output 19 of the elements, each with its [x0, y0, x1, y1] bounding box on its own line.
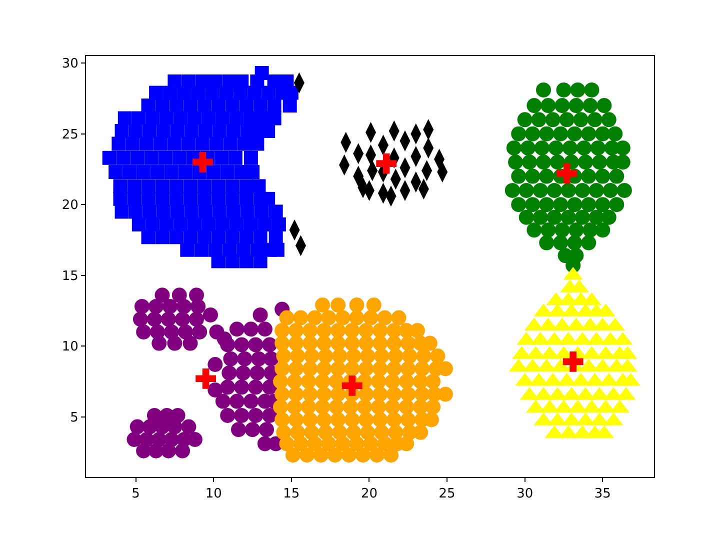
y-tick-label: 30: [62, 56, 78, 72]
point: [376, 153, 397, 174]
x-tick-label: 30: [516, 486, 534, 502]
x-tick-label: 10: [205, 486, 222, 502]
y-tick-label: 25: [62, 127, 78, 142]
x-tick-label: 5: [132, 486, 140, 502]
y-tick-label: 10: [62, 340, 78, 355]
y-tick-label: 15: [62, 268, 78, 284]
point: [556, 163, 578, 184]
y-tick-label: 20: [62, 198, 78, 214]
x-tick-label: 35: [594, 486, 611, 502]
point: [342, 376, 362, 396]
y-tick-label: 5: [70, 410, 78, 426]
point: [562, 351, 584, 372]
point: [196, 368, 216, 389]
x-tick-label: 25: [438, 486, 456, 502]
x-tick-label: 20: [360, 486, 378, 502]
x-tick-label: 15: [283, 486, 300, 502]
point: [192, 152, 213, 172]
